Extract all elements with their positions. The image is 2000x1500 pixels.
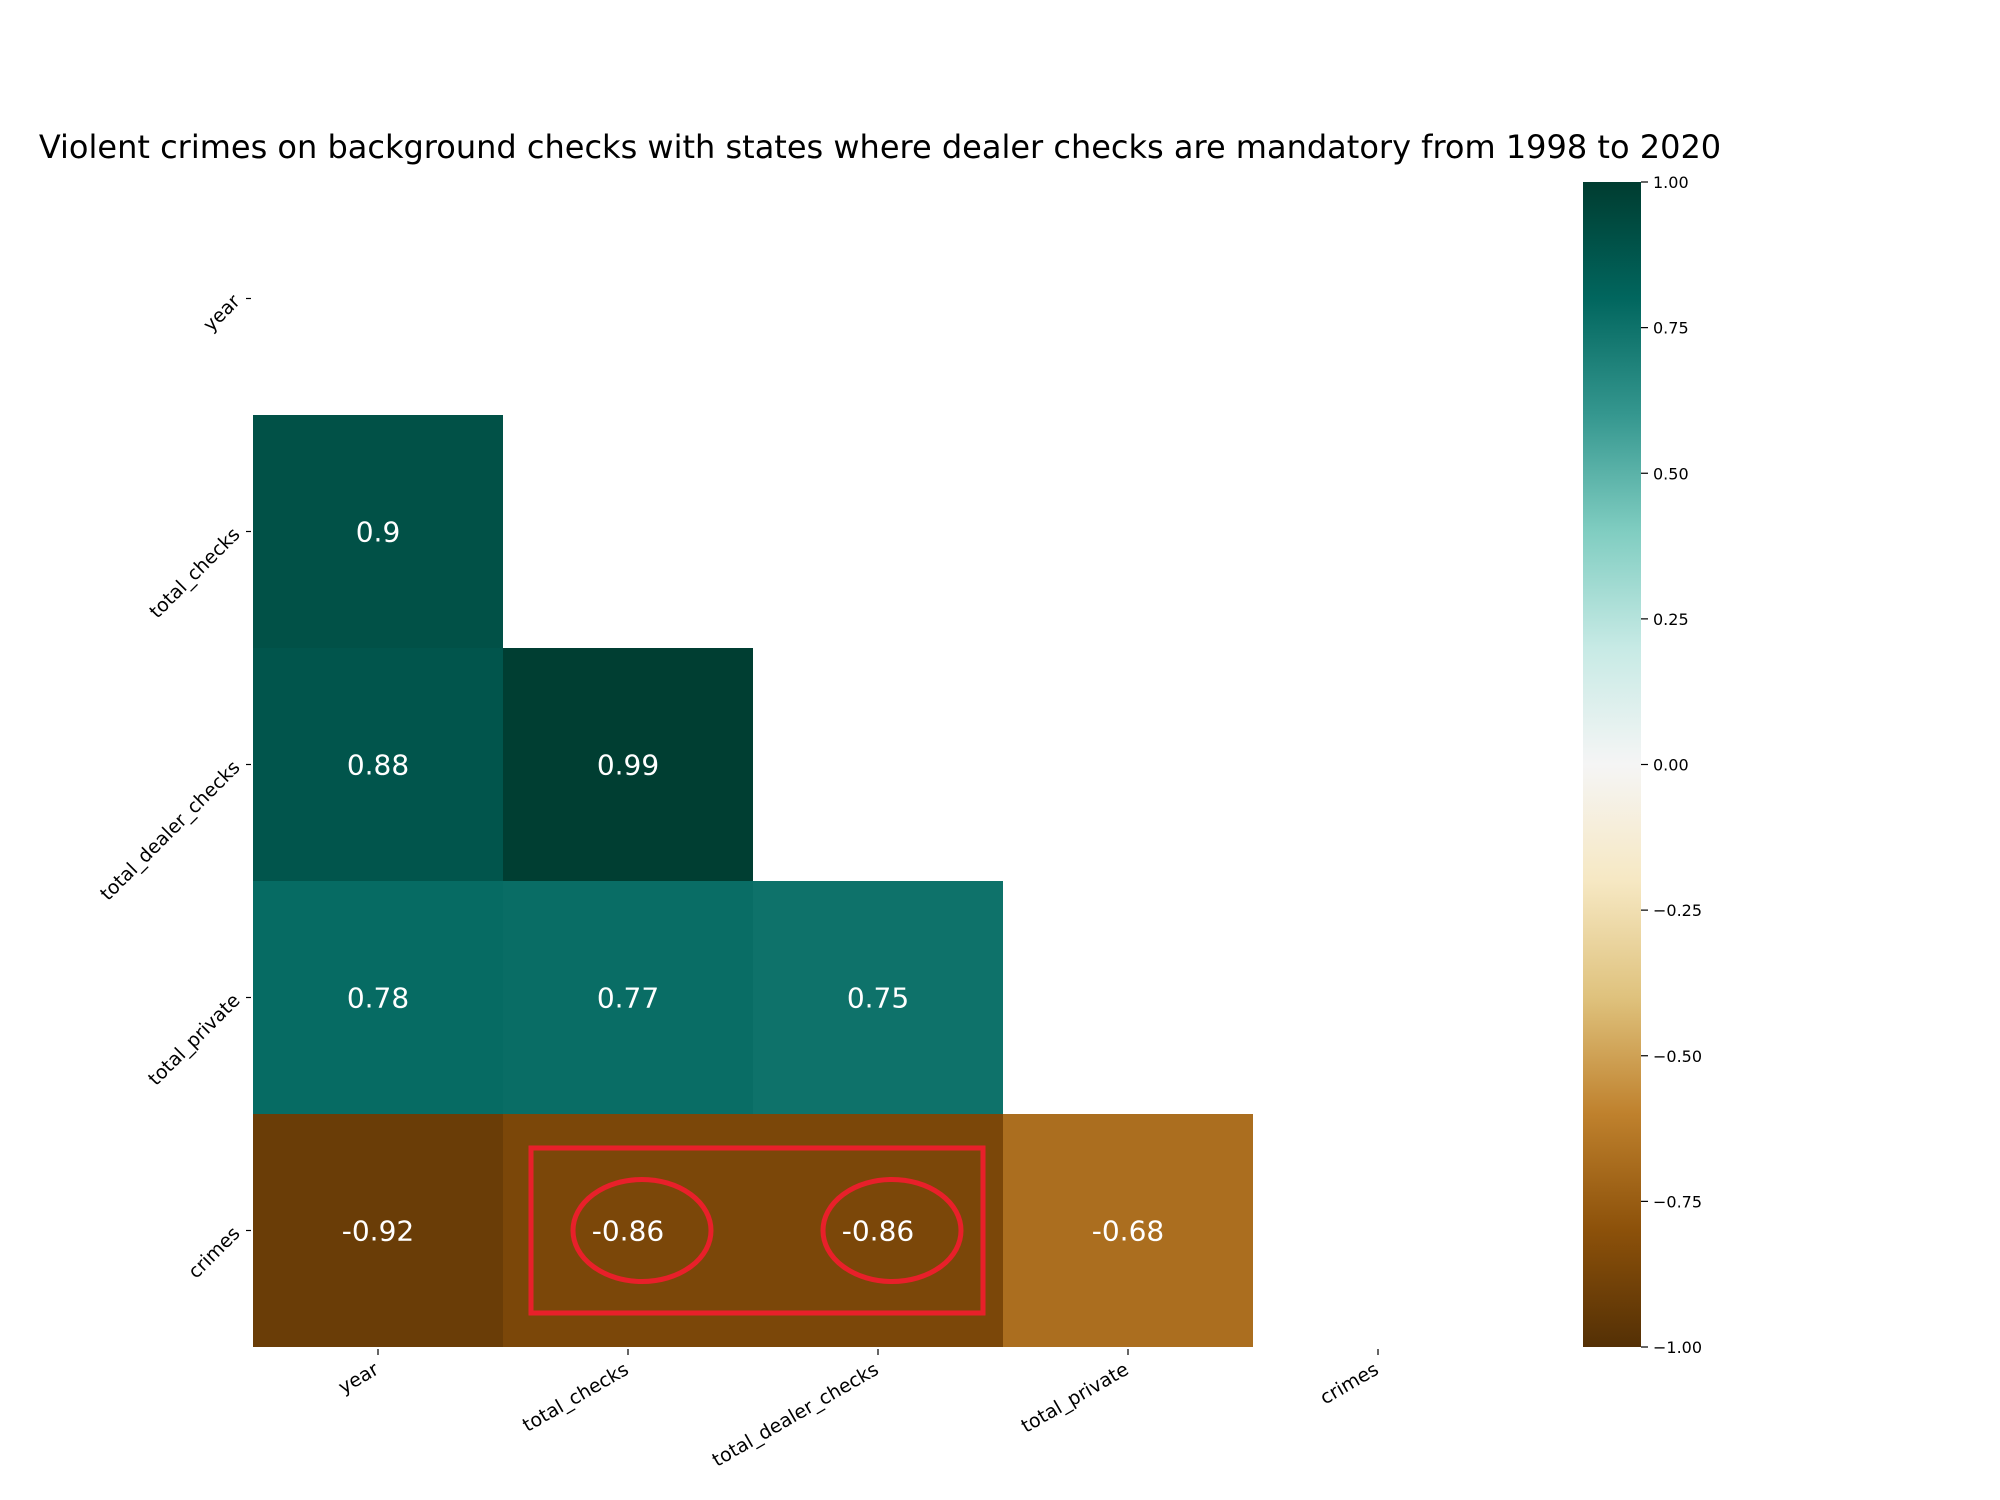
x-tick-label-year: year xyxy=(335,1358,383,1398)
colorbar-tick-label: 0.50 xyxy=(1653,464,1689,483)
highlight-annotations xyxy=(528,1145,986,1316)
cell-value-label: 0.78 xyxy=(347,982,409,1015)
heatmap-cell-total_private-total_checks xyxy=(503,881,753,1114)
cell-value-label: -0.68 xyxy=(1092,1215,1164,1248)
heatmap-cells: 0.9 0.88 0.99 0.78 0.77 0.75 -0.92 -0.86 -0.86 -0… xyxy=(253,415,1253,1347)
cell-value-label: 0.9 xyxy=(356,516,401,549)
heatmap-cell-total_dealer_checks-total_checks xyxy=(503,648,753,881)
cell-value-label: 0.77 xyxy=(597,982,659,1015)
heatmap-cell-total_dealer_checks-year xyxy=(253,648,503,881)
colorbar-tick-label: −1.00 xyxy=(1653,1338,1702,1357)
y-axis-tick-labels: year total_checks total_dealer_checkstotal… xyxy=(96,290,251,1283)
colorbar-tick-label: 1.00 xyxy=(1653,173,1689,192)
heatmap-cell-crimes-total_private xyxy=(1003,1114,1253,1347)
heatmap-cell-total_private-year xyxy=(253,881,503,1114)
highlight-rectangle xyxy=(528,1145,986,1316)
y-tick-label-total_checks: total_checks xyxy=(145,523,244,622)
highlight-ellipse xyxy=(820,1177,964,1284)
cell-value-label: -0.86 xyxy=(842,1215,914,1248)
colorbar-tick-label: 0.75 xyxy=(1653,319,1689,338)
cell-value-label: 0.75 xyxy=(847,982,909,1015)
x-tick-label-total_dealer_checks: total_dealer_checks xyxy=(709,1358,883,1471)
colorbar-tick-label: 0.25 xyxy=(1653,610,1689,629)
x-axis-tick-labels: year total_checks total_dealer_checks total… xyxy=(335,1349,1383,1471)
cell-value-label: 0.99 xyxy=(597,749,659,782)
y-tick-label-total_private: total_private xyxy=(144,989,244,1089)
cell-value-label: 0.88 xyxy=(347,749,409,782)
x-tick-label-total_private: total_private xyxy=(1017,1358,1132,1437)
y-tick-label-crimes: crimes xyxy=(184,1222,245,1283)
cell-value-label: -0.92 xyxy=(342,1215,414,1248)
cell-value-label: -0.86 xyxy=(592,1215,664,1248)
colorbar-tick-label: 0.00 xyxy=(1653,756,1689,775)
chart-title: Violent crimes on background checks with… xyxy=(39,128,1721,166)
x-tick-label-crimes: crimes xyxy=(1316,1358,1382,1409)
heatmap-cell-total_private-total_dealer_checks xyxy=(753,881,1003,1114)
colorbar: 1.00 0.75 0.50 0.25 0.00 −0.25 −0.50 −0.75 −1.00 xyxy=(1583,173,1702,1357)
x-tick-label-total_checks: total_checks xyxy=(519,1358,633,1436)
y-tick-label-total_dealer_checks: total_dealer_checks xyxy=(96,756,245,905)
heatmap-cell-total_checks-year xyxy=(253,415,503,648)
y-tick-label-year: year xyxy=(199,290,245,336)
colorbar-tick-label: −0.75 xyxy=(1653,1192,1702,1211)
highlight-ellipse xyxy=(570,1177,714,1284)
colorbar-tick-label: −0.25 xyxy=(1653,901,1702,920)
colorbar-gradient xyxy=(1583,182,1641,1347)
heatmap-cell-crimes-year xyxy=(253,1114,503,1347)
colorbar-tick-label: −0.50 xyxy=(1653,1047,1702,1066)
